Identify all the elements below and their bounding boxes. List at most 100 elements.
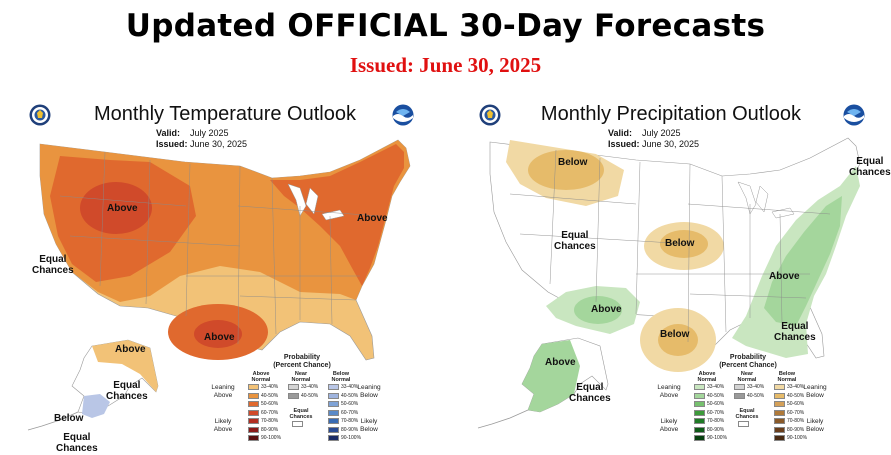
legend-swatch-below-0	[328, 384, 339, 390]
label-equal-chances-alaska: Equal Chances	[569, 382, 611, 404]
legend-swatch-below-5	[774, 426, 785, 433]
label-below-north: Below	[558, 157, 588, 168]
legend-swatch-near-1	[288, 392, 299, 399]
temperature-meta: Valid: July 2025 Issued: June 30, 2025	[156, 128, 248, 149]
commerce-seal-icon	[29, 104, 51, 126]
label-equal-chances-alaska: Equal Chances	[106, 380, 148, 402]
legend-swatch-above-5	[694, 426, 705, 433]
legend-swatch-above-2	[248, 401, 259, 407]
label-above-southwest: Above	[591, 304, 622, 315]
legend-range-label: 40-50%	[747, 392, 765, 399]
precipitation-panel-title: Monthly Precipitation Outlook	[540, 103, 802, 125]
alaska-above	[522, 340, 580, 412]
legend-swatch-equal	[738, 421, 749, 427]
legend-swatch-below-0	[774, 384, 785, 390]
legend-swatch-below-5	[328, 426, 339, 433]
legend-range-label: 80-90%	[707, 426, 725, 433]
legend-range-label: 50-60%	[261, 401, 279, 407]
alaska-below	[82, 394, 110, 418]
label-equal-chances-southeast: Equal Chances	[774, 321, 816, 343]
label-above-west: Above	[107, 203, 138, 214]
great-lakes	[737, 181, 795, 219]
legend-range-label: 70-80%	[787, 418, 805, 424]
legend-range-label: 33-40%	[707, 384, 725, 390]
legend-swatch-near-0	[288, 384, 299, 390]
legend-swatch-below-6	[774, 435, 785, 441]
legend-swatch-above-3	[694, 409, 705, 416]
label-above-alaska: Above	[115, 344, 146, 355]
legend-swatch-below-2	[328, 401, 339, 407]
label-equal-chances-northeast: Equal Chances	[849, 156, 891, 178]
legend-range-label: 60-70%	[787, 409, 805, 416]
legend-swatch-below-4	[328, 418, 339, 424]
great-lakes	[287, 183, 345, 221]
temp-above-60-70-texas	[194, 320, 242, 348]
issued-date: Issued: June 30, 2025	[349, 53, 542, 77]
temperature-map	[27, 139, 411, 431]
label-equal-chances-aleutians: Equal Chances	[56, 432, 98, 454]
legend-range-label: 90-100%	[261, 435, 282, 441]
legend-swatch-above-5	[248, 426, 259, 433]
legend-range-label: 50-60%	[707, 401, 725, 407]
legend-swatch-below-1	[774, 392, 785, 399]
noaa-logo-icon	[843, 104, 865, 126]
legend-range-label: 80-90%	[341, 426, 359, 433]
page-title: Updated OFFICIAL 30-Day Forecasts	[125, 8, 766, 44]
precip-below-40-50-plains	[660, 230, 708, 258]
label-equal-chances-west: Equal Chances	[32, 254, 74, 276]
legend-swatch-above-6	[694, 435, 705, 441]
legend-swatch-below-3	[328, 409, 339, 416]
label-below-alaska: Below	[54, 413, 84, 424]
legend-range-label: 33-40%	[787, 384, 805, 390]
state-lines	[509, 149, 831, 343]
precip-above-40-50-southwest	[574, 296, 622, 324]
legend-swatch-below-3	[774, 409, 785, 416]
precip-above-40-50-east	[764, 196, 842, 326]
legend-swatch-below-1	[328, 392, 339, 399]
temperature-panel-title: Monthly Temperature Outlook	[94, 103, 356, 125]
legend-title: Probability (Percent Chance)	[273, 354, 331, 369]
legend-range-label: 70-80%	[261, 418, 279, 424]
legend-range-label: 70-80%	[341, 418, 359, 424]
legend-swatch-above-4	[694, 418, 705, 424]
legend-range-label: 33-40%	[341, 384, 359, 390]
label-above-east: Above	[769, 271, 800, 282]
label-above-alaska: Above	[545, 357, 576, 368]
legend-swatch-near-0	[734, 384, 745, 390]
temperature-legend: Probability (Percent Chance) Above Norma…	[211, 354, 381, 441]
legend-title: Probability (Percent Chance)	[719, 354, 777, 369]
commerce-seal-icon	[479, 104, 501, 126]
label-above-northeast: Above	[357, 213, 388, 224]
legend-swatch-above-2	[694, 401, 705, 407]
temperature-outlook-panel: Monthly Temperature Outlook Valid: July 2…	[0, 96, 445, 455]
legend-range-label: 50-60%	[341, 401, 359, 407]
legend-range-label: 70-80%	[707, 418, 725, 424]
noaa-logo-icon	[392, 104, 414, 126]
legend-swatch-below-4	[774, 418, 785, 424]
legend-range-label: 33-40%	[261, 384, 279, 390]
legend-range-label: 40-50%	[707, 392, 725, 399]
legend-range-label: 33-40%	[747, 384, 765, 390]
legend-swatch-equal	[292, 421, 303, 427]
legend-swatch-below-6	[328, 435, 339, 441]
legend-swatch-near-1	[734, 392, 745, 399]
label-below-plains: Below	[665, 238, 695, 249]
legend-range-label: 60-70%	[261, 409, 279, 416]
legend-swatch-above-3	[248, 409, 259, 416]
legend-range-label: 33-40%	[301, 384, 319, 390]
precipitation-legend: Probability (Percent Chance) Above Norma…	[657, 354, 827, 441]
state-lines	[59, 151, 381, 345]
legend-range-label: 60-70%	[707, 409, 725, 416]
legend-range-label: 90-100%	[341, 435, 362, 441]
label-equal-chances-west: Equal Chances	[554, 230, 596, 252]
legend-swatch-above-6	[248, 435, 259, 441]
legend-swatch-above-0	[248, 384, 259, 390]
aleutians	[477, 409, 529, 429]
legend-swatch-above-4	[248, 418, 259, 424]
legend-range-label: 50-60%	[787, 401, 805, 407]
legend-range-label: 90-100%	[787, 435, 808, 441]
legend-range-label: 90-100%	[707, 435, 728, 441]
aleutians	[27, 411, 79, 431]
legend-swatch-above-1	[248, 392, 259, 399]
legend-range-label: 80-90%	[787, 426, 805, 433]
